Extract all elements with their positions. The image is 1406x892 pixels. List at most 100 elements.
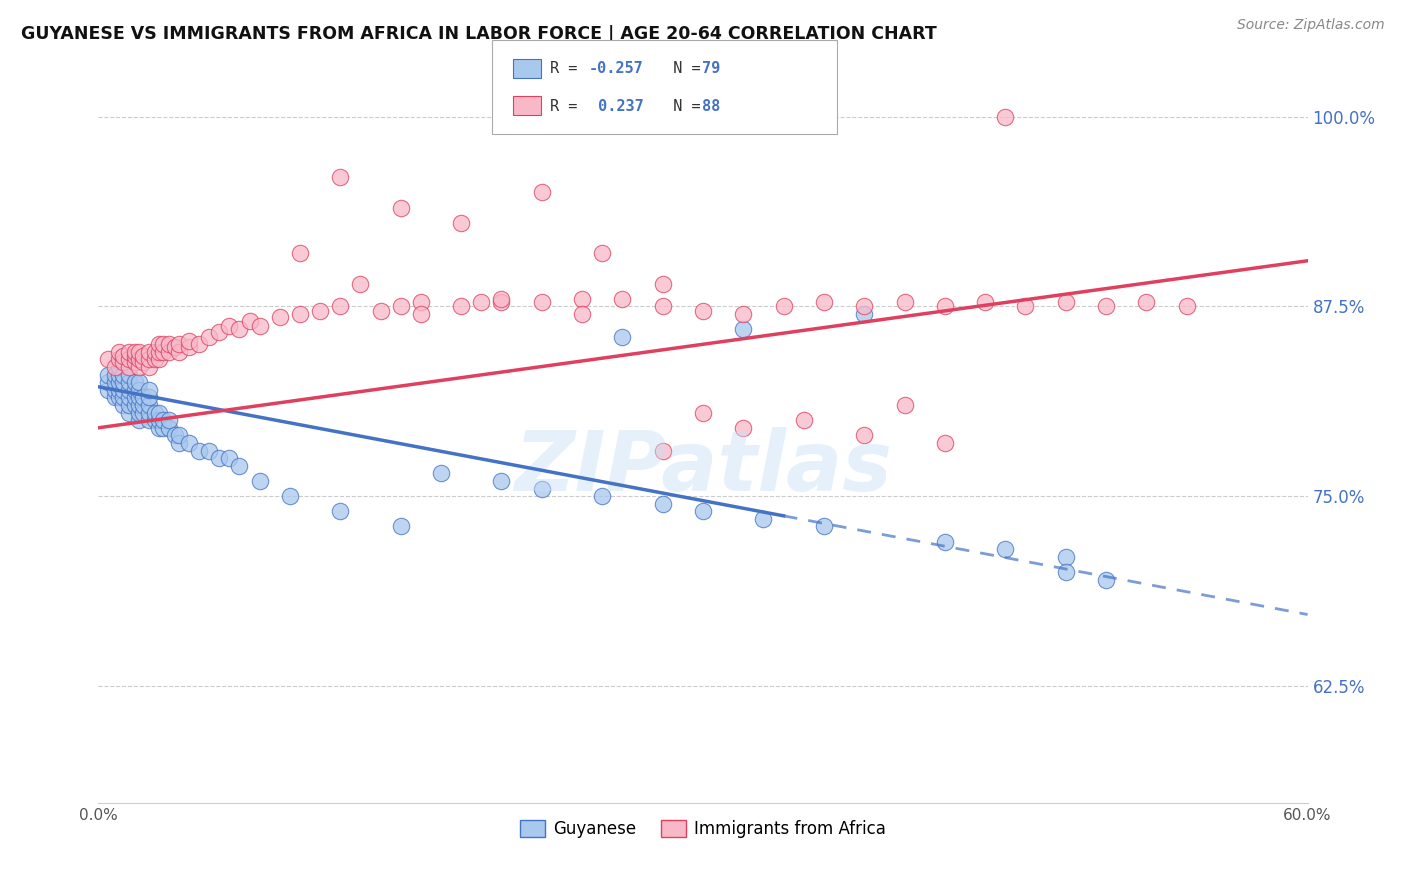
Point: [450, 299, 472, 313]
Point: [934, 436, 956, 450]
Point: [103, 359, 125, 374]
Point: [692, 304, 714, 318]
Point: [813, 294, 835, 309]
Point: [530, 482, 553, 496]
Point: [132, 355, 155, 369]
Point: [591, 246, 613, 260]
Point: [491, 292, 513, 306]
Point: [118, 359, 141, 374]
Point: [249, 319, 271, 334]
Point: [167, 344, 190, 359]
Point: [793, 413, 815, 427]
Point: [157, 421, 180, 435]
Point: [198, 443, 221, 458]
Point: [97, 383, 120, 397]
Point: [1014, 299, 1036, 313]
Point: [111, 355, 134, 369]
Point: [349, 277, 371, 291]
Point: [1135, 294, 1157, 309]
Text: 79: 79: [702, 62, 720, 76]
Point: [148, 337, 170, 351]
Point: [124, 398, 146, 412]
Point: [733, 307, 755, 321]
Point: [934, 299, 956, 313]
Point: [651, 277, 673, 291]
Point: [733, 421, 755, 435]
Point: [591, 489, 613, 503]
Point: [138, 344, 160, 359]
Point: [530, 186, 553, 200]
Point: [138, 383, 160, 397]
Point: [329, 299, 352, 313]
Point: [651, 497, 673, 511]
Point: [148, 413, 170, 427]
Text: Source: ZipAtlas.com: Source: ZipAtlas.com: [1237, 18, 1385, 32]
Point: [389, 299, 412, 313]
Point: [111, 376, 134, 390]
Point: [148, 352, 170, 367]
Point: [148, 421, 170, 435]
Point: [651, 299, 673, 313]
Point: [208, 451, 231, 466]
Point: [179, 334, 201, 349]
Point: [198, 329, 221, 343]
Point: [309, 304, 332, 318]
Point: [138, 406, 160, 420]
Point: [107, 344, 129, 359]
Point: [107, 376, 129, 390]
Point: [179, 340, 201, 354]
Point: [218, 451, 240, 466]
Point: [103, 368, 125, 382]
Point: [893, 294, 915, 309]
Text: N =: N =: [655, 99, 710, 113]
Point: [148, 344, 170, 359]
Point: [1095, 573, 1118, 587]
Point: [974, 294, 997, 309]
Point: [228, 322, 250, 336]
Text: -0.257: -0.257: [589, 62, 644, 76]
Point: [128, 406, 150, 420]
Point: [530, 294, 553, 309]
Point: [1175, 299, 1198, 313]
Point: [167, 428, 190, 442]
Point: [208, 325, 231, 339]
Point: [103, 391, 125, 405]
Point: [389, 519, 412, 533]
Text: GUYANESE VS IMMIGRANTS FROM AFRICA IN LABOR FORCE | AGE 20-64 CORRELATION CHART: GUYANESE VS IMMIGRANTS FROM AFRICA IN LA…: [21, 25, 936, 43]
Point: [772, 299, 794, 313]
Point: [152, 344, 174, 359]
Point: [893, 398, 915, 412]
Point: [612, 292, 634, 306]
Point: [103, 376, 125, 390]
Point: [152, 337, 174, 351]
Point: [143, 352, 166, 367]
Point: [994, 542, 1017, 557]
Point: [128, 383, 150, 397]
Point: [994, 110, 1017, 124]
Point: [409, 307, 432, 321]
Text: N =: N =: [655, 62, 710, 76]
Point: [163, 428, 186, 442]
Point: [107, 352, 129, 367]
Point: [218, 319, 240, 334]
Point: [138, 398, 160, 412]
Point: [228, 458, 250, 473]
Point: [148, 406, 170, 420]
Point: [124, 344, 146, 359]
Point: [288, 307, 311, 321]
Point: [1054, 549, 1077, 564]
Point: [651, 443, 673, 458]
Point: [128, 398, 150, 412]
Point: [138, 391, 160, 405]
Point: [111, 350, 134, 364]
Point: [124, 391, 146, 405]
Point: [132, 406, 155, 420]
Point: [288, 246, 311, 260]
Point: [249, 474, 271, 488]
Point: [278, 489, 301, 503]
Point: [157, 344, 180, 359]
Point: [111, 391, 134, 405]
Point: [118, 352, 141, 367]
Point: [571, 292, 593, 306]
Point: [107, 391, 129, 405]
